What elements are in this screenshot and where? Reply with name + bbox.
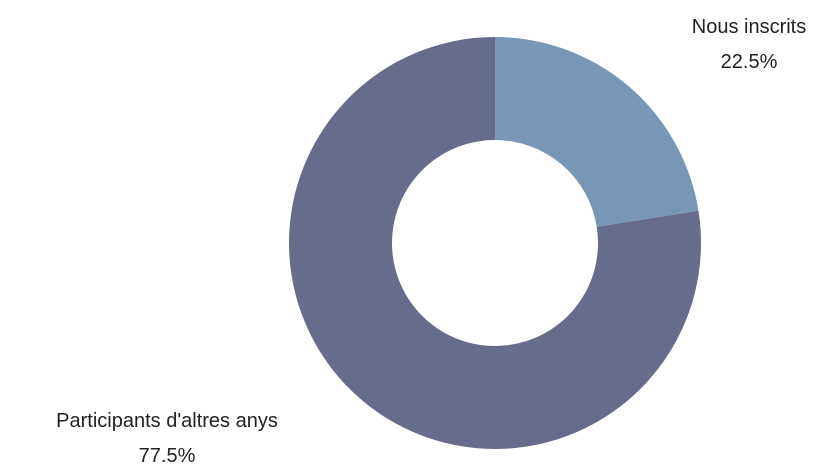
- slice-nous-inscrits: [495, 37, 699, 227]
- slice-label-nous-inscrits: Nous inscrits: [692, 16, 806, 38]
- slice-labels: Nous inscrits 22.5% Participants d'altres …: [56, 16, 806, 467]
- slice-participants-d-altres-anys: [288, 37, 701, 449]
- donut-slices: [288, 37, 701, 449]
- slice-value-participants-d-altres-anys: 77.5%: [139, 445, 196, 467]
- slice-value-nous-inscrits: 22.5%: [721, 51, 778, 73]
- slice-label-participants-d-altres-anys: Participants d'altres anys: [56, 410, 278, 432]
